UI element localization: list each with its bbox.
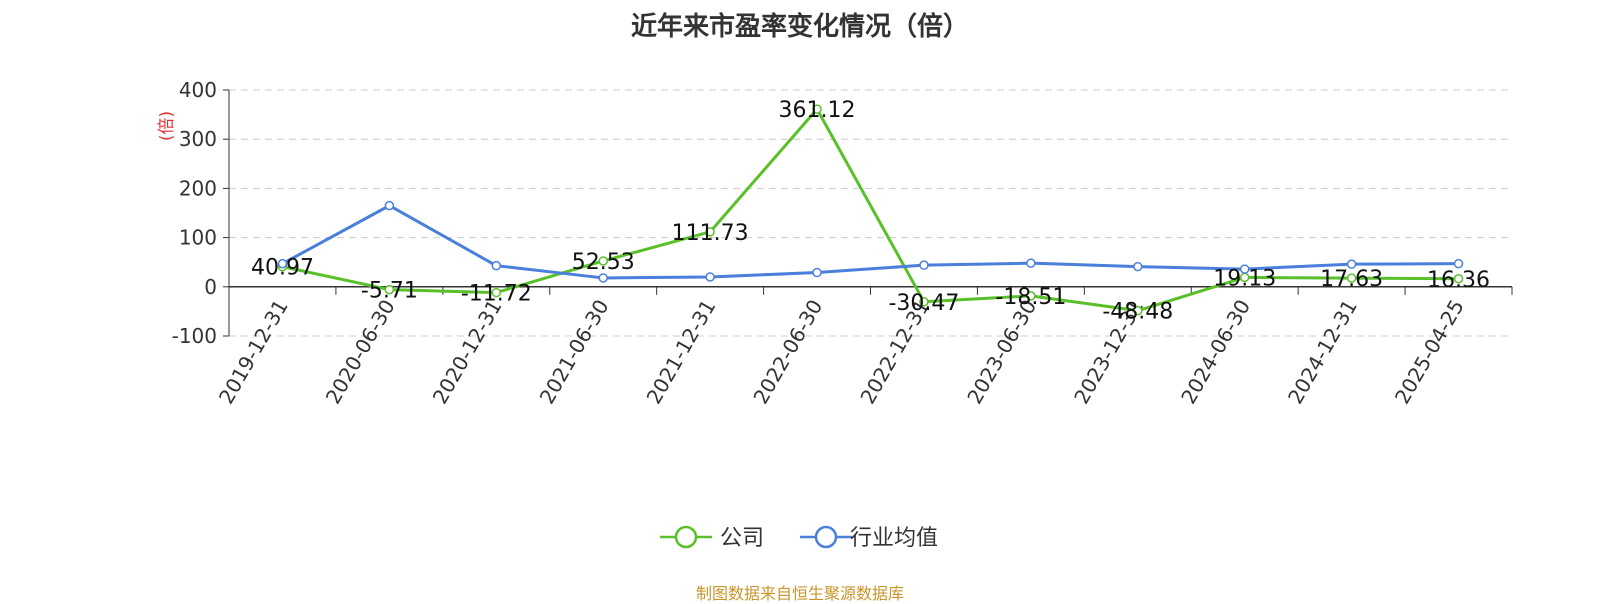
data-label: 40.97 xyxy=(251,256,314,281)
data-point-1 xyxy=(919,297,929,307)
x-tick-label: 2024-06-30 xyxy=(1176,295,1255,408)
data-label: 52.53 xyxy=(572,250,635,275)
data-point-2 xyxy=(1133,261,1143,272)
legend-label-2: 行业均值 xyxy=(850,526,938,551)
data-label: 16.36 xyxy=(1427,268,1490,293)
source-note: 制图数据来自恒生聚源数据库 xyxy=(695,584,904,603)
data-point-1 xyxy=(812,104,822,114)
data-label: 19.13 xyxy=(1213,266,1276,291)
y-axis-label: (倍) xyxy=(157,111,177,141)
data-point-2 xyxy=(277,258,288,269)
x-tick-label: 2021-12-31 xyxy=(642,295,721,408)
data-point-1 xyxy=(705,227,715,237)
y-tick-label: 400 xyxy=(179,78,217,102)
data-point-1 xyxy=(384,284,395,295)
x-tick-label: 2025-04-25 xyxy=(1390,295,1469,408)
data-point-1 xyxy=(598,256,608,266)
legend-marker-1 xyxy=(674,525,698,549)
data-point-2 xyxy=(919,260,929,270)
data-point-2 xyxy=(1453,258,1464,269)
x-tick-label: 2022-06-30 xyxy=(748,295,827,408)
data-label: -48.48 xyxy=(1102,300,1173,325)
y-tick-label: -100 xyxy=(172,324,217,348)
data-point-2 xyxy=(1239,264,1250,274)
data-label: 17.63 xyxy=(1320,267,1383,292)
series-line-1 xyxy=(282,107,1459,313)
y-tick-label: 100 xyxy=(179,226,217,250)
x-tick-label: 2019-12-31 xyxy=(214,295,293,408)
legend-label-1: 公司 xyxy=(720,526,764,551)
legend-marker-2 xyxy=(814,525,838,549)
x-tick-label: 2020-12-31 xyxy=(428,295,507,408)
data-point-2 xyxy=(705,272,715,282)
y-tick-label: 0 xyxy=(204,275,217,299)
data-point-2 xyxy=(1026,258,1036,268)
y-tick-label: 200 xyxy=(179,176,217,200)
x-tick-label: 2024-12-31 xyxy=(1283,295,1362,408)
data-point-2 xyxy=(812,267,822,278)
data-label: 361.12 xyxy=(779,98,856,123)
data-point-2 xyxy=(491,260,502,271)
data-label: -5.71 xyxy=(361,279,418,304)
data-point-2 xyxy=(1346,259,1357,269)
data-point-1 xyxy=(1453,274,1464,284)
data-point-1 xyxy=(1133,305,1143,316)
data-label: -30.47 xyxy=(888,291,959,316)
data-point-2 xyxy=(598,273,608,283)
x-tick-label: 2023-06-30 xyxy=(962,295,1041,408)
series-line-2 xyxy=(281,204,1459,280)
chart-title: 近年来市盈率变化情况（倍） xyxy=(630,12,969,42)
x-tick-label: 2020-06-30 xyxy=(321,295,400,408)
data-point-2 xyxy=(384,200,395,211)
y-tick-label: 300 xyxy=(179,127,217,151)
data-point-1 xyxy=(491,287,502,298)
data-label: -11.72 xyxy=(461,282,532,307)
data-label: -18.51 xyxy=(995,285,1066,310)
data-label: 111.73 xyxy=(672,221,749,246)
x-tick-label: 2021-06-30 xyxy=(535,295,614,408)
data-point-1 xyxy=(1026,291,1036,301)
data-point-1 xyxy=(1346,273,1357,283)
